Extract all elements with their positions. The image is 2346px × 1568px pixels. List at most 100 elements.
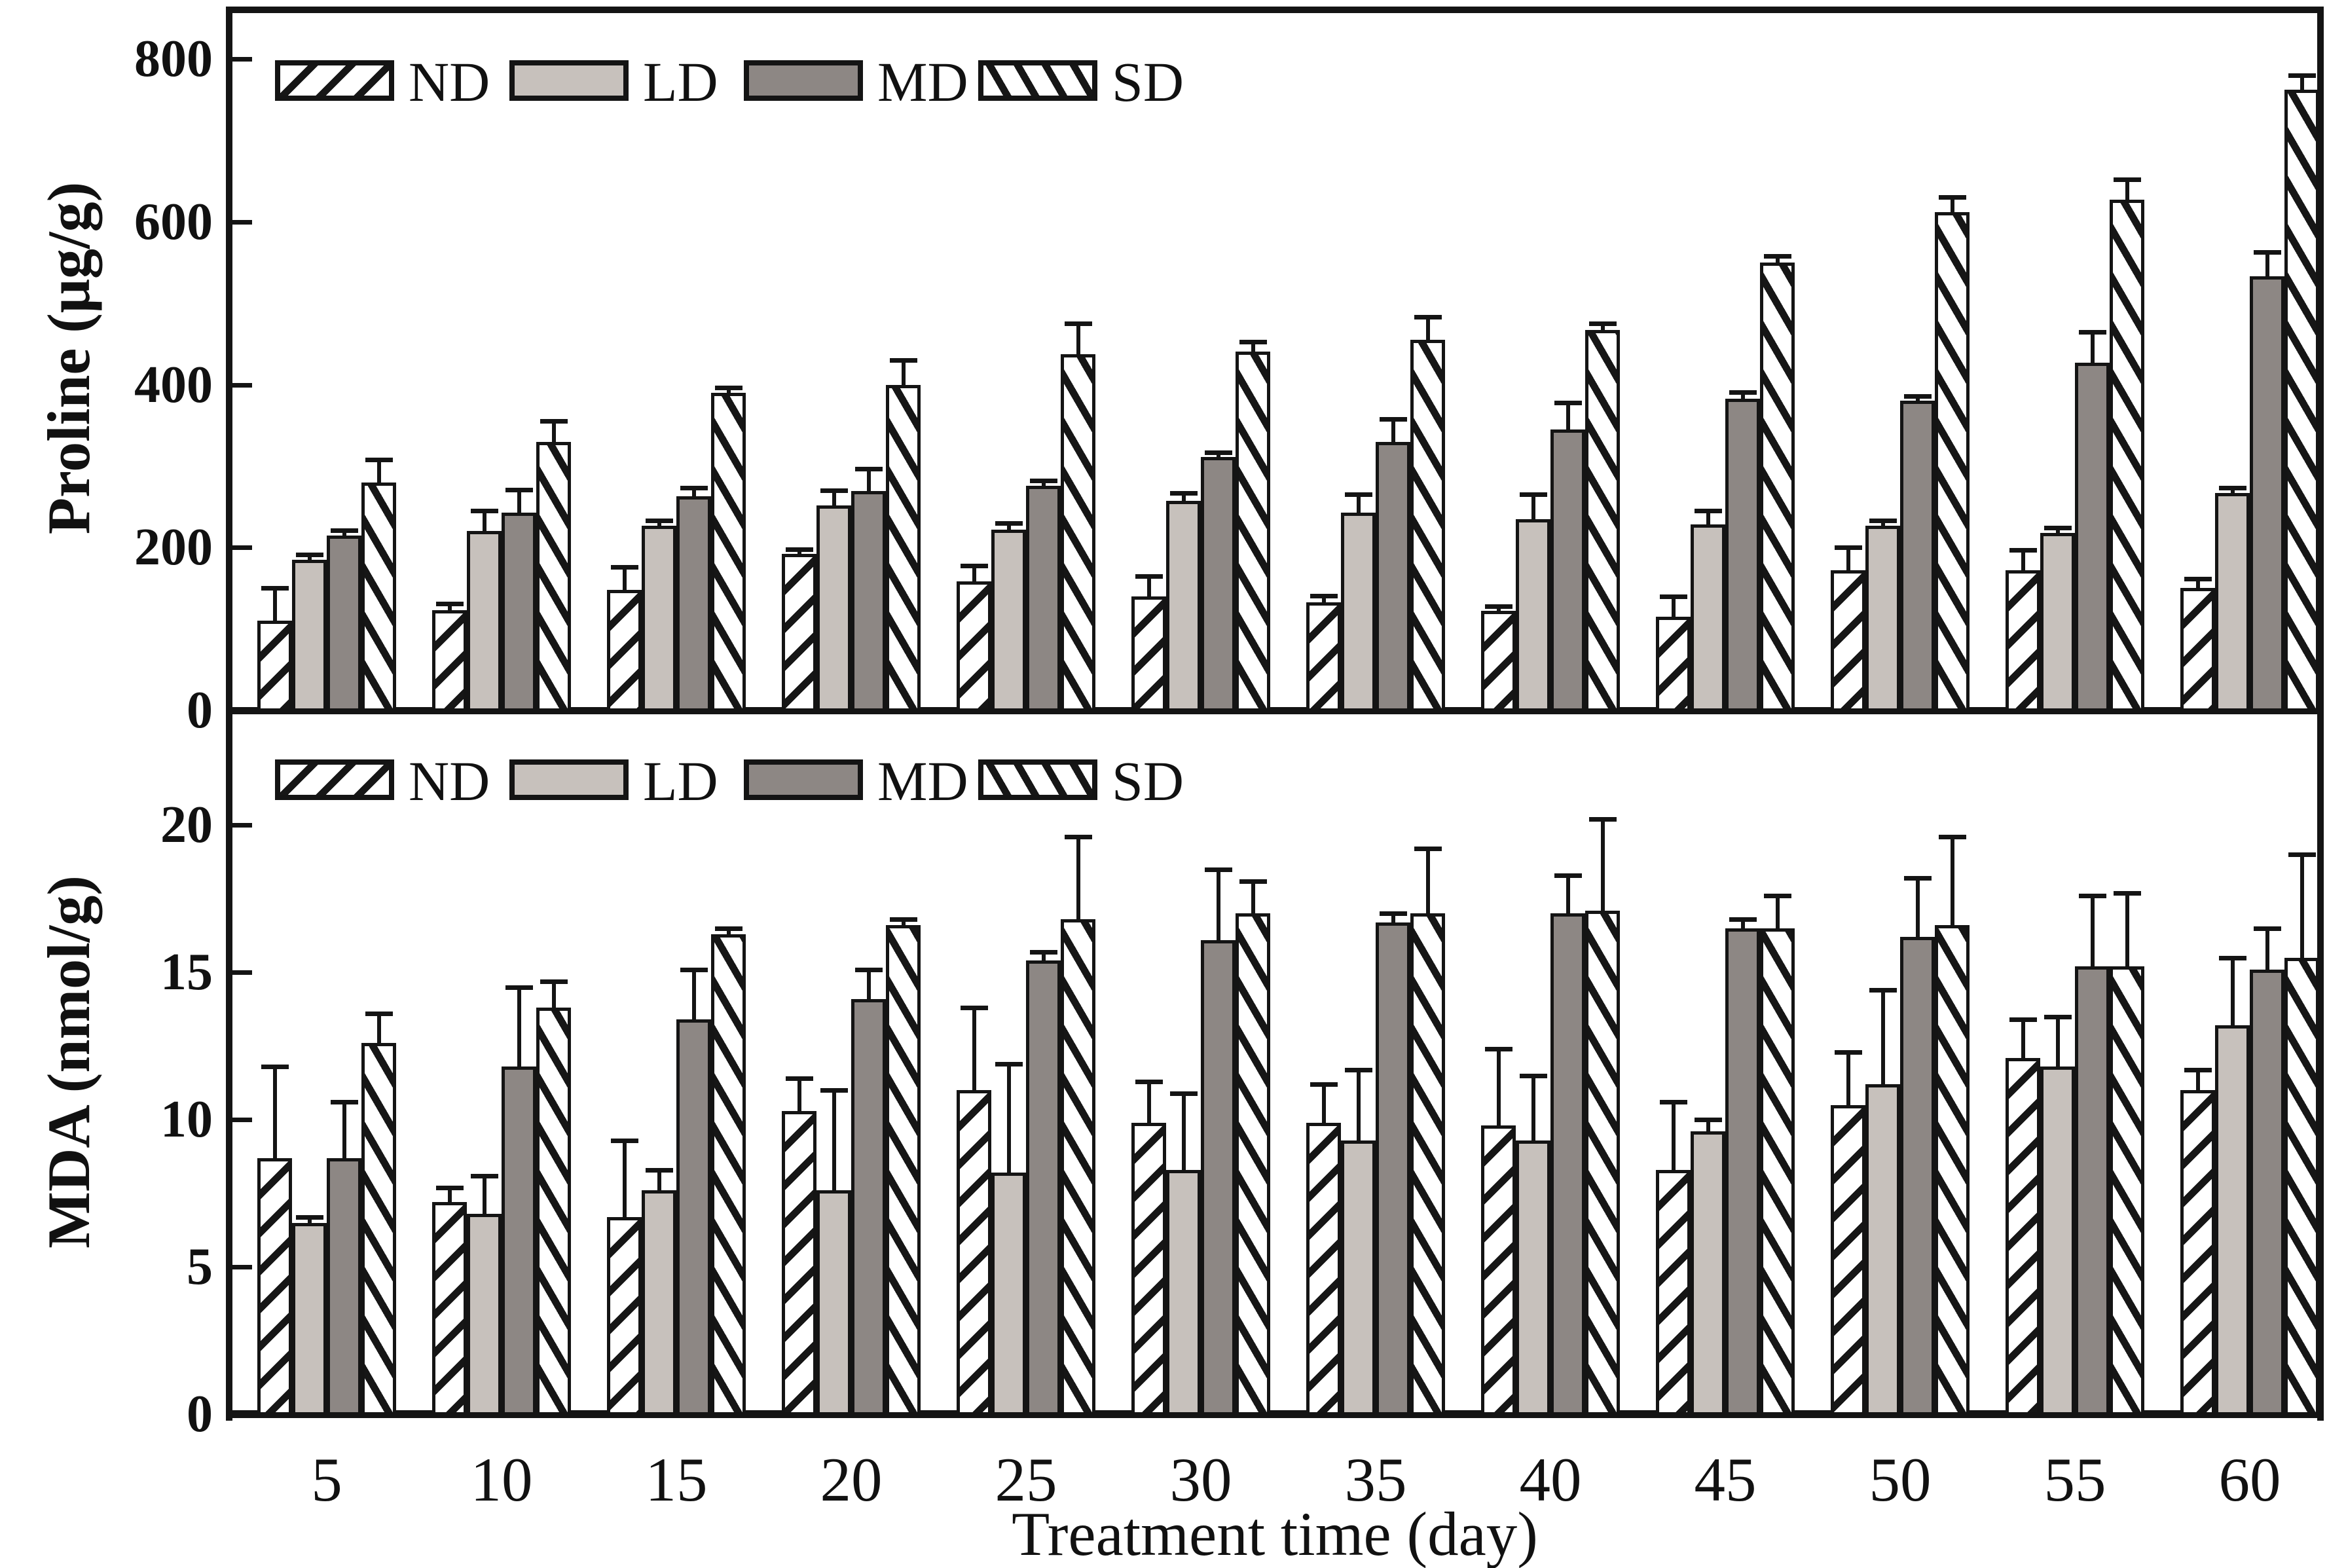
legend-label-sd: SD [1112,750,1184,812]
y-tick-mark [231,1412,252,1417]
bar-ld-day45 [1691,1131,1725,1415]
legend-swatch-nd-icon [275,60,394,101]
error-bar-cap [1694,1118,1722,1122]
bar-md-day5 [327,535,361,712]
error-bar-cap [1344,1067,1372,1072]
error-bar-cap [995,1061,1023,1067]
legend-swatch-sd-icon [978,759,1097,800]
error-bar-cap [1659,594,1687,599]
legend-label-sd: SD [1112,50,1184,113]
bar-ld-day10 [467,531,502,712]
x-tick-label-day10: 10 [470,1445,533,1514]
error-bar-cap [1588,817,1617,822]
y-tick-mark [231,708,252,713]
error-bar-stem [1600,323,1605,331]
bar-ld-day20 [816,1190,851,1415]
error-bar-cap [1414,847,1442,851]
y-tick-label: 10 [160,1091,213,1148]
error-bar-cap [1834,545,1862,551]
error-bar-stem [1671,596,1676,617]
error-bar-stem [342,1102,346,1158]
error-bar-stem [832,490,836,505]
error-bar-cap [1729,917,1757,922]
y-tick-mark [231,545,252,551]
bar-sd-day50 [1935,925,1970,1415]
panel-divider-line [226,707,2324,714]
bar-ld-day30 [1166,501,1201,712]
bar-nd-day60 [2180,588,2215,712]
y-tick-label: 0 [187,1385,213,1443]
bar-sd-day40 [1585,330,1620,712]
error-bar-cap [1554,873,1582,878]
bar-ld-day5 [292,1222,327,1415]
error-bar-stem [622,1140,627,1217]
bar-nd-day60 [2180,1090,2215,1415]
error-bar-cap [1903,393,1932,399]
error-bar-stem [1321,595,1326,602]
bar-ld-day10 [467,1214,502,1415]
bar-ld-day30 [1166,1169,1201,1415]
error-bar-cap [785,547,813,552]
x-tick-label-day60: 60 [2218,1445,2281,1514]
bar-ld-day35 [1341,512,1376,712]
error-bar-cap [295,1214,323,1220]
error-bar-stem [691,969,696,1019]
bar-sd-day5 [361,1043,396,1415]
error-bar-stem [1915,878,1920,937]
error-bar-stem [2021,549,2025,571]
error-bar-cap [330,528,358,534]
x-tick-label-day20: 20 [820,1445,883,1514]
error-bar-stem [1146,575,1151,596]
bar-md-day50 [1900,937,1935,1415]
error-bar-cap [680,486,708,491]
error-bar-cap [1763,894,1791,898]
error-bar-cap [2253,926,2281,931]
bar-sd-day60 [2284,957,2319,1415]
error-bar-cap [889,358,917,363]
error-bar-stem [1216,869,1220,940]
error-bar-stem [1076,837,1080,919]
error-bar-stem [1775,896,1780,928]
bar-md-day60 [2250,276,2284,712]
x-tick-label-day15: 15 [645,1445,708,1514]
error-bar-cap [1763,253,1791,259]
error-bar-stem [2195,1069,2200,1090]
error-bar-cap [1379,416,1407,422]
error-bar-cap [960,1006,988,1010]
error-bar-cap [995,520,1023,526]
error-bar-cap [680,967,708,972]
bar-nd-day5 [257,1158,292,1415]
error-bar-cap [540,419,568,424]
x-tick-label-day45: 45 [1694,1445,1757,1514]
error-bar-stem [2021,1019,2025,1058]
error-bar-cap [1310,593,1338,598]
error-bar-stem [376,459,381,483]
error-bar-stem [2125,892,2129,966]
error-bar-stem [797,1078,801,1111]
error-bar-stem [1251,341,1255,352]
bar-sd-day35 [1410,340,1445,712]
error-bar-cap [1869,519,1897,524]
error-bar-cap [261,1065,289,1069]
bar-ld-day15 [642,1190,676,1415]
error-bar-stem [1531,494,1535,519]
error-bar-cap [1729,390,1757,395]
error-bar-stem [551,421,556,442]
error-bar-stem [1706,511,1710,525]
bar-md-day60 [2250,969,2284,1415]
bar-nd-day20 [782,1110,816,1415]
error-bar-cap [1588,321,1617,327]
legend-label-nd: ND [409,50,490,113]
error-bar-stem [1740,392,1745,399]
error-bar-cap [1064,321,1092,327]
bar-sd-day55 [2110,200,2144,712]
error-bar-stem [1671,1102,1676,1170]
error-bar-stem [2265,251,2269,277]
error-bar-cap [540,979,568,984]
bar-ld-day40 [1516,519,1550,712]
error-bar-cap [1204,867,1232,872]
error-bar-stem [1251,881,1255,913]
error-bar-stem [1356,1069,1361,1140]
y-tick-label: 800 [134,30,213,88]
